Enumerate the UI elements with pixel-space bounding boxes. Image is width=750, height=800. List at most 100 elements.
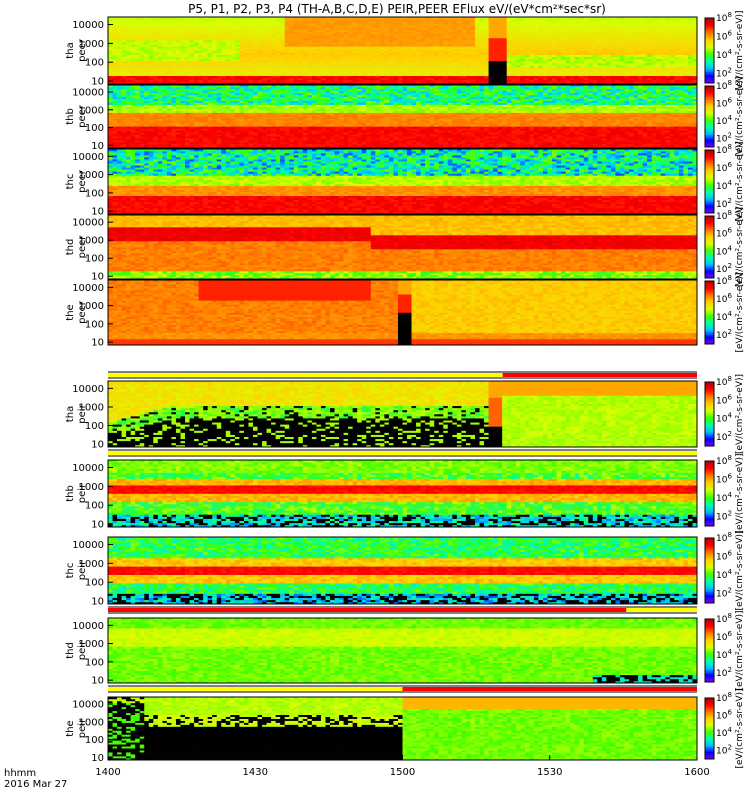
spectrogram-cell	[248, 37, 254, 41]
spectrogram-cell	[488, 69, 494, 72]
energy-tick-label: 10	[91, 77, 104, 88]
spectrogram-cell	[461, 21, 467, 24]
spectrogram-cell	[529, 63, 535, 66]
spectrogram-cell	[447, 37, 453, 41]
spectrogram-cell	[402, 77, 408, 81]
spectrogram-cell	[348, 56, 353, 60]
spectrogram-cell	[624, 65, 630, 68]
spectrogram-cell	[687, 56, 693, 60]
spectrogram-cell	[330, 48, 335, 51]
spectrogram-cell	[461, 58, 467, 62]
spectrogram-cell	[275, 44, 281, 47]
spectrogram-cell	[171, 77, 177, 81]
spectrogram-cell	[153, 71, 159, 74]
spectrogram-cell	[289, 71, 295, 74]
spectrogram-cell	[561, 54, 566, 58]
spectrogram-cell	[135, 86, 141, 90]
spectrogram-cell	[574, 46, 580, 49]
spectrogram-cell	[171, 122, 177, 125]
spectrogram-cell	[139, 67, 145, 70]
spectrogram-cell	[429, 77, 435, 81]
spectrogram-cell	[624, 40, 630, 43]
spectrogram-cell	[692, 77, 698, 81]
spectrogram-cell	[502, 60, 508, 64]
spectrogram-cell	[189, 86, 195, 90]
spectrogram-cell	[130, 128, 136, 131]
spectrogram-cell	[180, 136, 186, 139]
spectrogram-cell	[651, 35, 657, 39]
spectrogram-cell	[144, 116, 150, 119]
spectrogram-cell	[203, 35, 208, 39]
spectrogram-cell	[547, 48, 553, 51]
spectrogram-cell	[139, 128, 145, 131]
spectrogram-cell	[266, 60, 272, 64]
spectrogram-cell	[212, 116, 218, 119]
spectrogram-cell	[529, 29, 535, 32]
spectrogram-cell	[108, 100, 113, 104]
spectrogram-cell	[592, 77, 598, 81]
spectrogram-cell	[429, 46, 435, 49]
spectrogram-cell	[343, 63, 349, 66]
spectrogram-cell	[574, 77, 580, 81]
spectrogram-cell	[185, 124, 190, 127]
spectrogram-cell	[162, 142, 168, 145]
spectrogram-cell	[298, 33, 304, 37]
spectrogram-cell	[524, 56, 530, 60]
spectrogram-cell	[216, 130, 222, 133]
spectrogram-cell	[212, 98, 218, 102]
spectrogram-cell	[117, 19, 122, 22]
spectrogram-cell	[198, 81, 204, 85]
spectrogram-cell	[556, 60, 562, 64]
spectrogram-cell	[438, 42, 444, 45]
spectrogram-cell	[352, 75, 358, 79]
spectrogram-cell	[171, 25, 177, 28]
spectrogram-cell	[633, 42, 639, 45]
spectrogram-cell	[252, 52, 258, 55]
panel-probe-label: tha	[65, 42, 76, 58]
spectrogram-cell	[497, 73, 503, 76]
spectrogram-cell	[542, 19, 548, 22]
spectrogram-cell	[434, 77, 440, 81]
spectrogram-cell	[112, 104, 118, 107]
spectrogram-cell	[207, 33, 213, 37]
spectrogram-cell	[280, 29, 285, 32]
spectrogram-cell	[601, 27, 607, 30]
spectrogram-cell	[484, 58, 489, 62]
spectrogram-cell	[601, 54, 607, 58]
spectrogram-cell	[185, 29, 190, 32]
spectrogram-cell	[289, 75, 295, 79]
spectrogram-cell	[379, 23, 385, 26]
spectrogram-cell	[624, 67, 630, 70]
spectrogram-cell	[198, 140, 204, 143]
spectrogram-cell	[425, 33, 430, 37]
spectrogram-cell	[207, 79, 213, 83]
spectrogram-cell	[493, 50, 498, 53]
spectrogram-cell	[642, 29, 648, 32]
spectrogram-cell	[348, 29, 353, 32]
spectrogram-cell	[470, 67, 476, 70]
spectrogram-cell	[275, 67, 281, 70]
spectrogram-cell	[311, 17, 317, 20]
spectrogram-cell	[293, 21, 299, 24]
spectrogram-cell	[112, 50, 118, 53]
spectrogram-cell	[461, 46, 467, 49]
spectrogram-cell	[348, 33, 353, 37]
spectrogram-cell	[647, 56, 652, 60]
spectrogram-cell	[330, 54, 335, 58]
spectrogram-cell	[189, 56, 195, 60]
spectrogram-cell	[579, 42, 585, 45]
spectrogram-cell	[311, 73, 317, 76]
spectrogram-cell	[289, 42, 295, 45]
spectrogram-cell	[212, 128, 218, 131]
spectrogram-cell	[126, 90, 131, 94]
spectrogram-cell	[185, 33, 190, 37]
spectrogram-cell	[678, 56, 684, 60]
spectrogram-cell	[552, 58, 557, 62]
spectrogram-cell	[157, 104, 163, 107]
spectrogram-cell	[157, 114, 163, 117]
spectrogram-cell	[638, 69, 643, 72]
spectrogram-cell	[488, 21, 494, 24]
spectrogram-cell	[325, 67, 331, 70]
spectrogram-cell	[298, 56, 304, 60]
spectrogram-cell	[144, 118, 150, 121]
